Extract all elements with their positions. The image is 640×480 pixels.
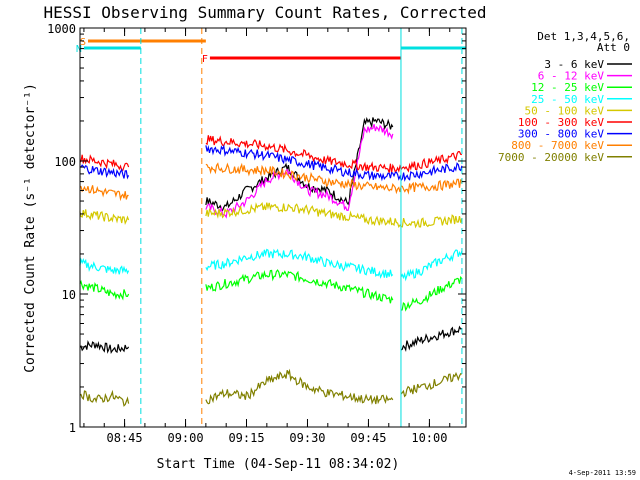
y-tick-label: 10 <box>62 288 76 302</box>
series-line <box>205 144 463 182</box>
axes: 08:45 09:00 09:15 09:30 09:45 10:00 1 10 100 1000 <box>47 22 466 445</box>
vertical-lines <box>140 28 463 427</box>
x-tick-label: 10:00 <box>411 431 447 445</box>
legend-title-line1: Det 1,3,4,5,6, <box>537 30 630 43</box>
series-50to100keV <box>79 202 463 229</box>
series-line <box>400 371 463 398</box>
y-axis-label: Corrected Count Rate (s⁻¹ detector⁻¹) <box>23 83 38 373</box>
x-axis-label: Start Time (04-Sep-11 08:34:02) <box>157 457 400 472</box>
series-line <box>400 249 463 282</box>
legend-label: 12 - 25 keV <box>531 81 604 94</box>
series-300to800keV <box>79 144 463 182</box>
series-line <box>79 154 130 171</box>
y-tick-label: 1000 <box>47 22 76 36</box>
series-line <box>205 269 394 304</box>
plot-frame <box>79 27 467 428</box>
legend-title-line2: Att 0 <box>597 41 630 54</box>
x-tick-label: 08:45 <box>107 431 143 445</box>
series-line <box>79 389 130 407</box>
y-tick-label: 100 <box>54 155 76 169</box>
legend-label: 6 - 12 keV <box>538 70 605 83</box>
legend-label: 50 - 100 keV <box>525 104 605 117</box>
series-line <box>400 275 463 312</box>
series-800to7000keV <box>79 162 463 202</box>
series-7000to20000keV <box>79 368 463 407</box>
series-line <box>205 248 394 279</box>
x-tick-label: 09:45 <box>350 431 386 445</box>
series-3to6keV <box>79 116 463 355</box>
series-line <box>205 124 394 219</box>
legend-label: 100 - 300 keV <box>518 116 604 129</box>
marker-bars: NS F <box>76 37 466 65</box>
flare-marker-label: F <box>202 54 208 65</box>
series-12to25keV <box>79 269 463 312</box>
series-line <box>205 368 394 405</box>
legend-label: 3 - 6 keV <box>544 58 604 71</box>
legend-label: 800 - 7000 keV <box>511 139 604 152</box>
series-25to50keV <box>79 248 463 282</box>
series-line <box>205 202 463 229</box>
series-line <box>205 135 462 173</box>
series-line <box>205 116 394 212</box>
series-layer <box>79 116 463 407</box>
series-100to300keV <box>79 135 462 173</box>
x-tick-label: 09:30 <box>289 431 325 445</box>
saa-marker-label: S <box>80 37 86 48</box>
chart-title: HESSI Observing Summary Count Rates, Cor… <box>43 3 486 22</box>
series-line <box>79 280 130 301</box>
series-line <box>79 164 130 180</box>
x-tick-label: 09:15 <box>228 431 264 445</box>
night-marker-label: N <box>76 44 82 55</box>
series-line <box>205 162 463 195</box>
timestamp: 4-Sep-2011 13:59 <box>569 469 636 477</box>
legend-label: 7000 - 20000 keV <box>498 151 604 164</box>
series-line <box>79 209 130 225</box>
series-line <box>400 325 463 352</box>
x-tick-label: 09:00 <box>167 431 203 445</box>
legend-label: 25 - 50 keV <box>531 93 604 106</box>
series-line <box>79 257 130 275</box>
series-6to12keV <box>205 124 394 219</box>
legend-label: 300 - 800 keV <box>518 128 604 141</box>
y-tick-label: 1 <box>69 421 76 435</box>
series-line <box>79 340 130 355</box>
series-line <box>79 185 129 202</box>
